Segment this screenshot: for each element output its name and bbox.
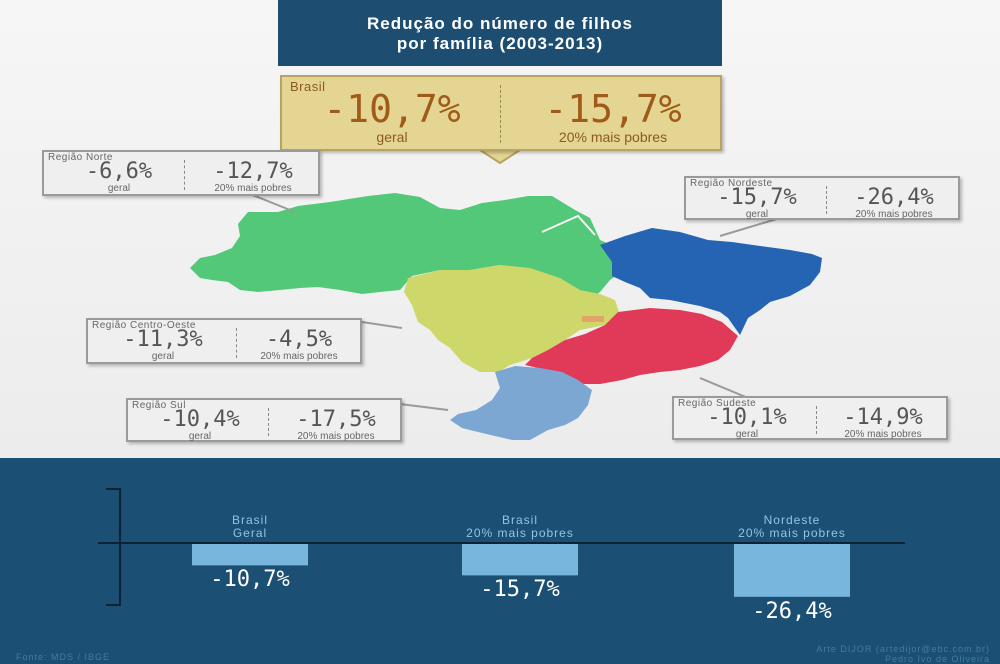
bar-2 — [734, 544, 850, 597]
region-norte-shape[interactable] — [190, 193, 628, 300]
chart-bracket — [106, 488, 121, 606]
bar-category-label-0: Brasil Geral — [160, 514, 340, 540]
bar-category-label-2: Nordeste 20% mais pobres — [702, 514, 882, 540]
bar-category-line1-1: Brasil — [501, 513, 538, 527]
callout-norte: Região Norte -6,6% geral -12,7% 20% mais… — [42, 150, 320, 196]
callout-sudeste-name: Região Sudeste — [678, 398, 757, 409]
callout-sudeste-pobres-label: 20% mais pobres — [844, 429, 922, 440]
callout-sul-geral: -10,4% — [160, 407, 240, 432]
callout-nordeste-pobres: -26,4% — [854, 185, 934, 210]
callout-brasil: Brasil -10,7% geral -15,7% 20% mais pobr… — [280, 75, 722, 151]
region-sul-shape[interactable] — [450, 366, 592, 440]
bar-category-line2-2: 20% mais pobres — [738, 526, 846, 540]
callout-brasil-geral-label: geral — [376, 129, 408, 145]
region-centro-oeste-shape[interactable] — [404, 265, 620, 372]
callout-centro-oeste-name: Região Centro-Oeste — [92, 320, 196, 331]
federal-district-mark — [582, 316, 604, 322]
bar-category-label-1: Brasil 20% mais pobres — [430, 514, 610, 540]
map-border-line — [541, 214, 596, 236]
credits: Arte DIJOR (artedijor@ebc.com.br) Pedro … — [816, 644, 990, 664]
callout-centro-oeste: Região Centro-Oeste -11,3% geral -4,5% 2… — [86, 318, 362, 364]
bar-0 — [192, 544, 308, 566]
title-box: Redução do número de filhos por família … — [278, 0, 722, 66]
callout-nordeste-name: Região Nordeste — [690, 178, 773, 189]
callout-norte-pobres: -12,7% — [213, 159, 293, 184]
brasil-pointer — [476, 149, 524, 165]
credit-line-2: Pedro Ivo de Oliveira — [884, 654, 990, 664]
centro-oeste-pointer — [361, 321, 403, 329]
callout-sudeste: Região Sudeste -10,1% geral -14,9% 20% m… — [672, 396, 948, 440]
callout-nordeste: Região Nordeste -15,7% geral -26,4% 20% … — [684, 176, 960, 220]
callout-brasil-geral: -10,7% — [323, 87, 461, 131]
callout-sul-geral-label: geral — [188, 431, 212, 442]
callout-brasil-pobres: -15,7% — [544, 87, 682, 131]
callout-nordeste-geral: -15,7% — [717, 185, 797, 210]
credit-line-1: Arte DIJOR (artedijor@ebc.com.br) — [816, 644, 990, 654]
bar-category-line1-0: Brasil — [231, 513, 268, 527]
callout-nordeste-pobres-label: 20% mais pobres — [855, 209, 933, 220]
bar-category-line1-2: Nordeste — [763, 513, 821, 527]
callout-sudeste-pobres: -14,9% — [843, 405, 923, 430]
callout-sul: Região Sul -10,4% geral -17,5% 20% mais … — [126, 398, 402, 442]
callout-brasil-name: Brasil — [290, 79, 326, 94]
sudeste-pointer — [699, 377, 749, 399]
callout-centro-oeste-geral-label: geral — [151, 351, 175, 362]
nordeste-pointer — [719, 217, 781, 237]
callout-norte-name: Região Norte — [48, 152, 113, 163]
callout-norte-geral-label: geral — [107, 183, 131, 194]
bar-category-line2-0: Geral — [232, 526, 268, 540]
region-sudeste-shape[interactable] — [525, 308, 738, 384]
bar-category-line2-1: 20% mais pobres — [466, 526, 574, 540]
brazil-map — [190, 149, 822, 440]
bar-chart — [98, 488, 905, 606]
bar-value-label-1: -15,7% — [480, 577, 560, 603]
sul-pointer — [399, 403, 449, 411]
callout-nordeste-geral-label: geral — [745, 209, 769, 220]
title-line-2: por família (2003-2013) — [396, 34, 604, 53]
callout-centro-oeste-pobres: -4,5% — [265, 327, 333, 352]
callout-sul-pobres: -17,5% — [296, 407, 376, 432]
callout-norte-pobres-label: 20% mais pobres — [214, 183, 292, 194]
title-line-1: Redução do número de filhos — [367, 14, 633, 33]
bar-value-label-2: -26,4% — [752, 598, 832, 624]
callout-centro-oeste-pobres-label: 20% mais pobres — [260, 351, 338, 362]
callout-sudeste-geral: -10,1% — [707, 405, 787, 430]
callout-centro-oeste-geral: -11,3% — [123, 327, 203, 352]
bar-1 — [462, 544, 578, 576]
region-nordeste-shape[interactable] — [600, 228, 822, 335]
callout-sul-pobres-label: 20% mais pobres — [297, 431, 375, 442]
callout-sul-name: Região Sul — [132, 400, 186, 411]
source-text: Fonte: MDS / IBGE — [16, 652, 111, 662]
callout-sudeste-geral-label: geral — [735, 429, 759, 440]
bar-value-label-0: -10,7% — [210, 567, 290, 593]
callout-brasil-pobres-label: 20% mais pobres — [558, 129, 668, 145]
norte-pointer — [249, 193, 296, 213]
bar-chart-panel: Brasil Geral -10,7% Brasil 20% mais pobres -1… — [0, 458, 1000, 664]
callout-norte-geral: -6,6% — [85, 159, 153, 184]
